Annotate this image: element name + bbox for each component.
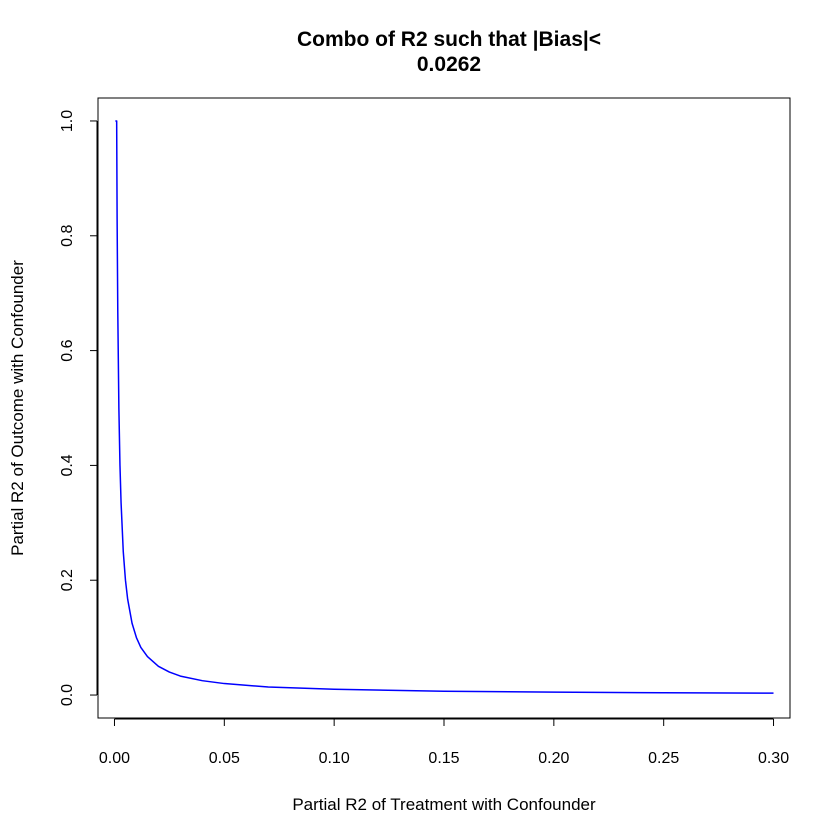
x-tick-label: 0.05: [209, 750, 240, 767]
x-tick-label: 0.15: [428, 750, 459, 767]
y-tick-label: 0.2: [59, 569, 76, 591]
x-tick-label: 0.25: [648, 750, 679, 767]
chart-title-line-1: Combo of R2 such that |Bias|<: [297, 28, 601, 51]
x-tick-label: 0.30: [758, 750, 789, 767]
x-tick-label: 0.00: [99, 750, 130, 767]
x-tick-label: 0.10: [319, 750, 350, 767]
x-axis-label: Partial R2 of Treatment with Confounder: [292, 795, 596, 814]
y-axis: 0.0 0.2 0.4 0.6 0.8 1.0: [59, 110, 98, 706]
plot-frame: [97, 97, 791, 719]
series-layer: [115, 120, 774, 694]
y-tick-label: 0.8: [59, 225, 76, 247]
y-axis-label: Partial R2 of Outcome with Confounder: [8, 260, 27, 556]
x-axis: 0.00 0.05 0.10 0.15 0.20 0.25 0.30: [99, 718, 789, 767]
y-tick-label: 0.0: [59, 684, 76, 706]
chart-title-line-2: 0.0262: [417, 53, 481, 76]
y-tick-label: 0.4: [59, 454, 76, 476]
y-tick-label: 0.6: [59, 339, 76, 361]
y-tick-label: 1.0: [59, 110, 76, 132]
x-tick-label: 0.20: [538, 750, 569, 767]
series-line: [115, 120, 774, 694]
